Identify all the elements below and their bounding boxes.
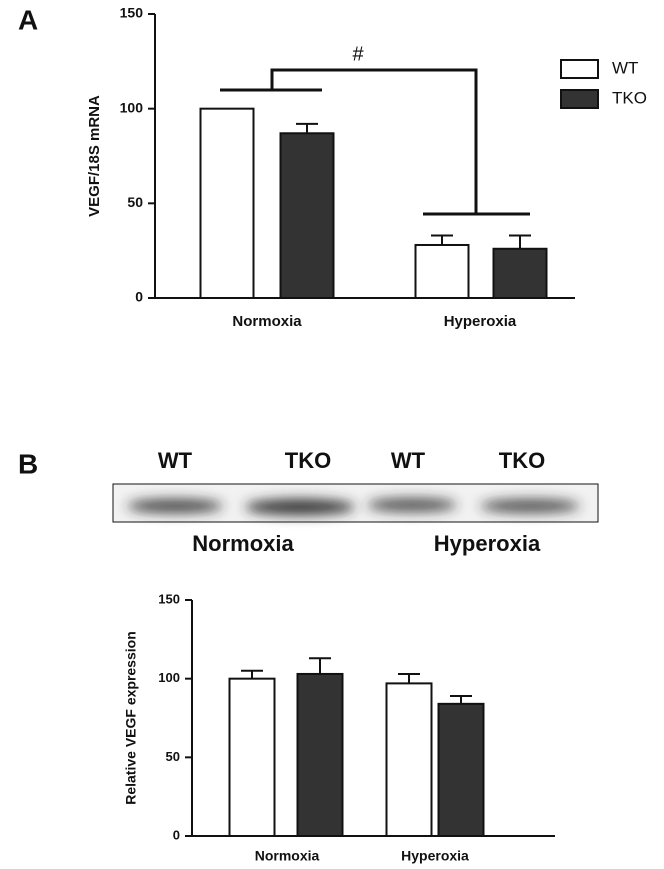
lane-label: WT [391, 448, 426, 473]
legend-swatch [560, 59, 599, 79]
y-tick-label: 150 [120, 5, 144, 21]
bar [492, 247, 548, 299]
bar [414, 243, 470, 299]
legend-label: WT [612, 58, 638, 77]
y-tick-label: 150 [158, 591, 180, 606]
lane-label: WT [158, 448, 193, 473]
western-blot [112, 483, 599, 523]
bar [228, 677, 276, 838]
x-tick-label: Normoxia [255, 848, 320, 864]
bar [385, 682, 433, 837]
legend-swatch [560, 89, 599, 109]
legend-label: TKO [612, 88, 647, 107]
y-tick-label: 0 [173, 827, 180, 842]
lane-label: TKO [499, 448, 545, 473]
blot-group-label: Normoxia [192, 531, 294, 556]
bar [199, 107, 255, 299]
x-tick-label: Hyperoxia [444, 313, 517, 330]
bar [437, 702, 485, 838]
y-tick-label: 100 [158, 670, 180, 685]
annotation: # [352, 43, 364, 65]
bar [279, 132, 335, 299]
significance-bracket [220, 68, 530, 216]
y-axis-label: Relative VEGF expression [123, 631, 139, 805]
y-axis-label: VEGF/18S mRNA [86, 95, 103, 217]
blot-group-label: Hyperoxia [434, 531, 541, 556]
bar [296, 672, 344, 837]
panel-label: B [18, 448, 38, 479]
y-tick-label: 50 [127, 194, 143, 210]
lane-label: TKO [285, 448, 331, 473]
y-tick-label: 50 [166, 749, 180, 764]
x-tick-label: Normoxia [232, 313, 302, 330]
y-tick-label: 100 [120, 99, 144, 115]
x-tick-label: Hyperoxia [401, 848, 469, 864]
panel-label: A [18, 4, 38, 35]
y-tick-label: 0 [135, 289, 143, 305]
